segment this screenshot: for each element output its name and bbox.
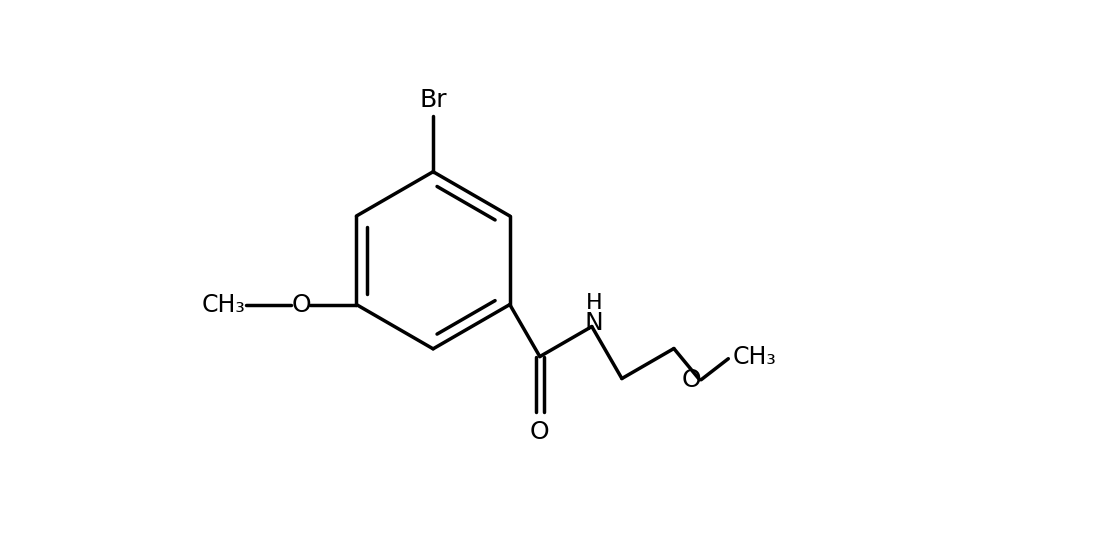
Text: methoxy: methoxy: [236, 304, 241, 305]
Text: H: H: [586, 293, 603, 312]
Text: CH₃: CH₃: [202, 293, 246, 316]
Text: O: O: [530, 420, 550, 444]
Text: O: O: [291, 293, 311, 316]
Text: N: N: [585, 311, 604, 335]
Text: O: O: [682, 368, 702, 392]
Text: CH₃: CH₃: [732, 345, 776, 369]
Text: Br: Br: [419, 88, 447, 112]
